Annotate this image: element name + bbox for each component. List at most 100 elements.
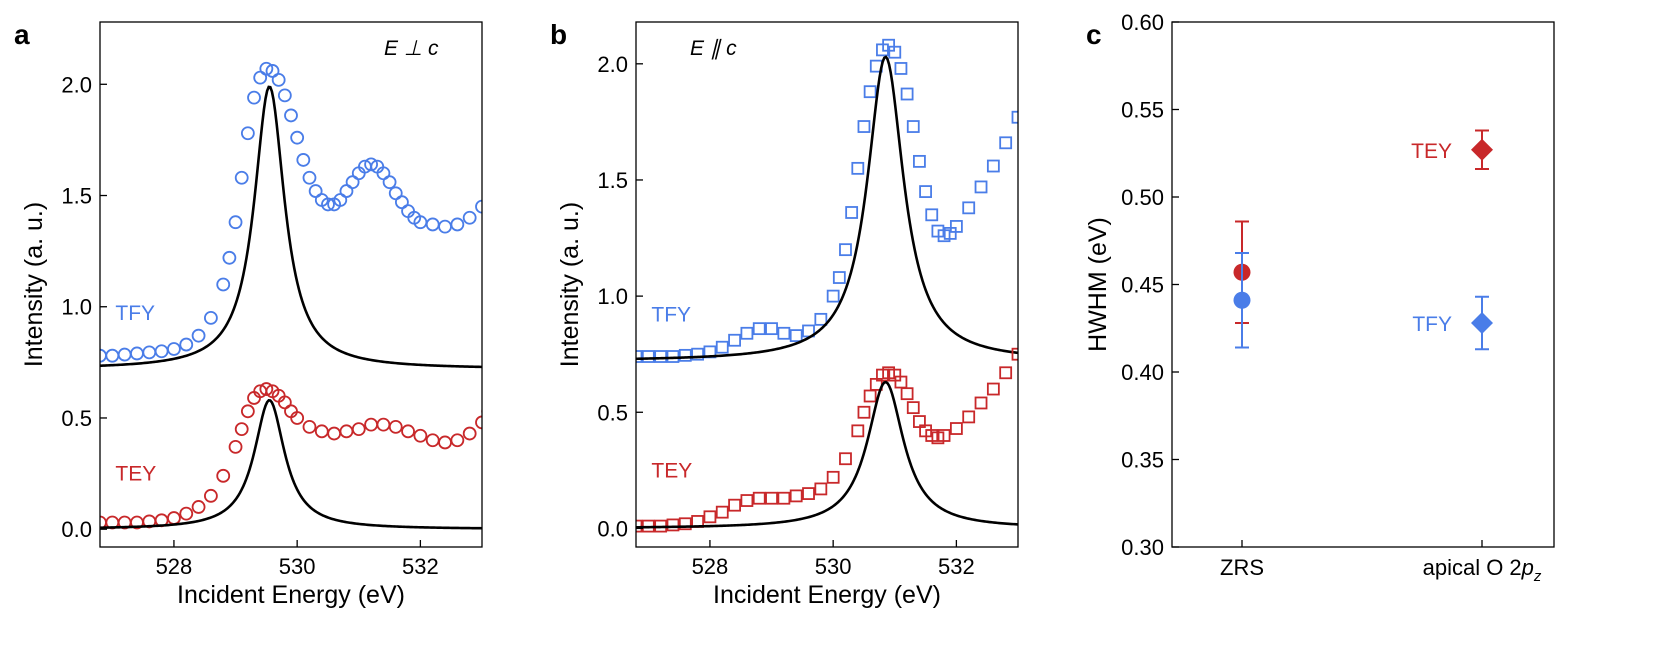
data-point [450, 217, 465, 232]
data-point [900, 387, 914, 401]
data-point [234, 170, 249, 185]
data-point [740, 494, 754, 507]
data-point [765, 322, 778, 336]
data-point [666, 518, 680, 532]
data-point [277, 88, 292, 103]
data-point [826, 289, 840, 303]
data-point [327, 426, 342, 441]
data-point [401, 424, 415, 439]
x-tick-label: 530 [815, 554, 852, 579]
polarization-label: E ⊥ c [384, 37, 439, 60]
series-tfy-b [636, 38, 1018, 363]
panel-c-letter: c [1086, 19, 1102, 50]
hwhm-point-tey [1471, 129, 1493, 170]
data-point [142, 345, 157, 360]
data-point [678, 517, 692, 531]
data-point [191, 500, 206, 514]
series-tfy-a [100, 61, 482, 369]
data-point [636, 350, 643, 363]
data-point [851, 424, 865, 438]
data-point [986, 382, 1000, 396]
data-point [1017, 331, 1018, 345]
data-point [974, 180, 988, 194]
data-point [728, 333, 741, 347]
data-point [462, 426, 477, 441]
series-tey-a [100, 382, 482, 530]
y-tick-label: 0.50 [1121, 185, 1164, 210]
y-tick-label: 0.60 [1121, 10, 1164, 35]
data-point [351, 422, 366, 436]
data-point [259, 61, 274, 76]
panel-c: c 0.30 0.35 0.40 0.45 0.50 0.55 0.60 ZRS apical … [1084, 10, 1555, 585]
data-point [691, 347, 705, 361]
data-point [339, 184, 354, 198]
data-point [789, 329, 803, 343]
data-point [438, 435, 452, 450]
data-point [308, 184, 323, 198]
data-point [863, 85, 877, 99]
hwhm-label-tey: TEY [1411, 140, 1452, 163]
y-tick-label: 0.0 [61, 517, 92, 542]
data-point [925, 208, 939, 222]
data-point [364, 157, 378, 172]
x-axis-label: Incident Energy (eV) [713, 581, 941, 609]
data-point [228, 215, 243, 230]
data-point [462, 210, 477, 225]
hwhm-point-tfy [1233, 252, 1251, 349]
series-label-tey: TEY [115, 462, 156, 485]
y-tick-label: 1.5 [597, 168, 628, 193]
category-label-apical-sub: z [1533, 568, 1542, 585]
data-point [271, 72, 286, 87]
y-tick-label: 0.5 [61, 406, 92, 431]
y-tick-label: 1.0 [597, 284, 628, 309]
data-point [117, 347, 132, 362]
data-point [179, 506, 194, 521]
data-point [999, 366, 1013, 380]
data-point [857, 120, 871, 133]
data-point [450, 433, 465, 448]
data-point [851, 161, 865, 175]
data-point [715, 505, 729, 519]
data-point [204, 310, 218, 325]
data-point [913, 154, 926, 168]
data-point [191, 328, 206, 343]
fit-curve-tey [100, 399, 482, 530]
data-point [259, 382, 274, 396]
data-point [105, 348, 120, 363]
data-point [894, 62, 908, 75]
data-point [888, 45, 902, 59]
data-point [845, 206, 859, 219]
data-point [240, 404, 255, 419]
data-point [302, 419, 317, 434]
y-tick-label: 2.0 [61, 72, 92, 97]
data-point [863, 389, 877, 403]
data-point [814, 312, 828, 326]
plot-frame [99, 21, 483, 548]
panel-b-letter: b [550, 19, 567, 50]
y-tick-label: 2.0 [597, 52, 628, 77]
plot-frame [635, 21, 1019, 548]
data-point [296, 153, 311, 167]
series-label-tey: TEY [651, 459, 692, 482]
hwhm-point-tfy [1471, 295, 1493, 351]
data-point [949, 220, 963, 233]
data-point [154, 344, 169, 359]
data-point [247, 90, 261, 105]
fit-curve-tey [636, 380, 1018, 529]
data-point [321, 197, 335, 212]
data-point [919, 185, 932, 198]
data-point [345, 175, 360, 190]
data-point [204, 488, 218, 503]
category-label-apical-base: apical O 2 [1423, 555, 1522, 580]
x-tick-label: 528 [156, 554, 193, 579]
data-point [839, 243, 852, 257]
data-point [475, 415, 482, 430]
data-point [857, 405, 871, 419]
panel-a-letter: a [14, 19, 30, 50]
data-point [678, 348, 692, 362]
diamond-marker [1471, 312, 1493, 334]
data-point [1017, 94, 1018, 108]
data-point [999, 136, 1013, 150]
data-point [425, 217, 440, 232]
x-axis-label: Incident Energy (eV) [177, 581, 405, 609]
